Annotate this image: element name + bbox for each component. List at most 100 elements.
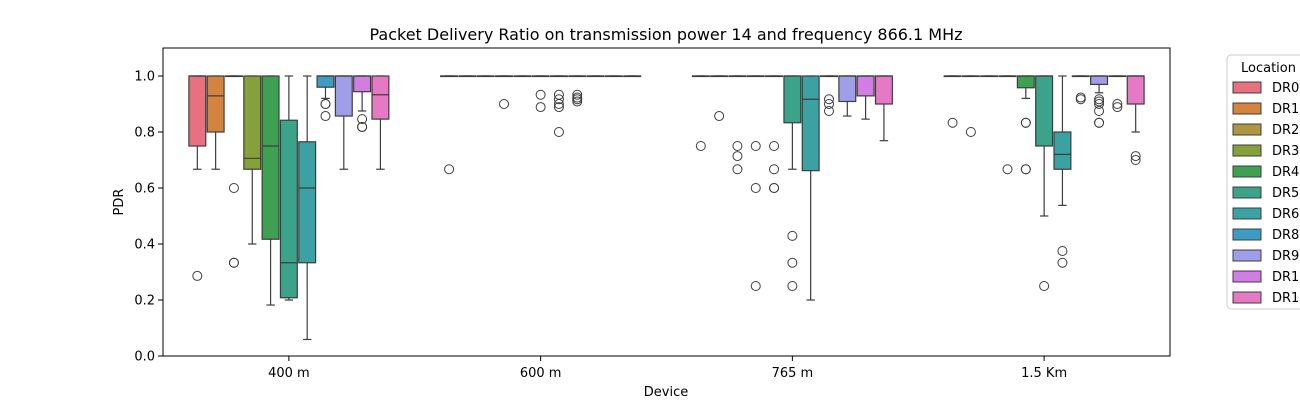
box-dr9-3 (1090, 75, 1109, 128)
outlier-point (695, 141, 706, 151)
box-dr4-1 (513, 75, 532, 78)
box-dr1-3 (1126, 75, 1145, 165)
y-tick-label: 0.0 (134, 350, 155, 365)
outlier-point (769, 141, 780, 151)
box-dr5-3 (1035, 75, 1054, 291)
box-dr9-2 (838, 75, 857, 117)
outlier-point (1020, 117, 1031, 128)
box-dr2-1 (476, 75, 495, 78)
box-body (334, 75, 353, 117)
legend-swatch-2 (1232, 123, 1262, 136)
outlier-point (535, 102, 546, 113)
box-dr1-3 (1108, 75, 1127, 113)
box-body (1035, 75, 1054, 147)
outlier-point (769, 183, 780, 193)
outlier-point (553, 94, 564, 105)
chart-title: Packet Delivery Ratio on transmission po… (369, 25, 962, 44)
outlier-point (228, 183, 239, 193)
legend-label-1: DR1 (1272, 102, 1299, 117)
box-dr8-1 (568, 75, 587, 107)
legend-swatch-10 (1232, 291, 1262, 304)
outlier-point (750, 281, 761, 291)
outlier-point (1112, 102, 1123, 113)
box-body (316, 75, 335, 88)
legend-label-0: DR0 (1272, 81, 1299, 96)
legend-swatch-6 (1232, 207, 1262, 220)
box-body (206, 75, 225, 133)
x-axis-label: Device (644, 385, 688, 400)
box-body (353, 75, 372, 93)
box-dr4-3 (1016, 75, 1035, 175)
legend-swatch-1 (1232, 102, 1262, 115)
outlier-point (750, 141, 761, 151)
outlier-point (732, 141, 743, 151)
outlier-point (1094, 99, 1105, 109)
box-body (279, 119, 298, 299)
x-tick-label: 400 m (268, 366, 310, 381)
box-dr6-1 (549, 75, 568, 137)
y-tick-label: 0.6 (134, 182, 155, 197)
box-body (371, 75, 390, 120)
outlier-point (787, 230, 798, 241)
outlier-point (732, 151, 743, 162)
outlier-point (787, 257, 798, 268)
box-body (874, 75, 893, 105)
legend-label-7: DR8 (1272, 228, 1299, 243)
legend-frame (1226, 54, 1300, 310)
box-body (188, 75, 207, 147)
box-dr0-2 (691, 75, 710, 151)
legend-label-10: DR1 (1272, 291, 1299, 306)
outlier-point (769, 164, 780, 175)
y-tick-label: 1.0 (134, 70, 155, 85)
box-dr1-1 (604, 75, 623, 78)
outlier-point (320, 99, 331, 109)
outlier-point (1057, 257, 1068, 268)
legend-label-2: DR2 (1272, 123, 1299, 138)
box-dr1-0 (353, 75, 372, 132)
legend-swatch-8 (1232, 249, 1262, 262)
outlier-point (1130, 151, 1141, 162)
outlier-point (1094, 96, 1105, 107)
y-axis-label: PDR (112, 189, 127, 216)
legend-swatch-9 (1232, 270, 1262, 283)
outlier-point (787, 281, 798, 291)
outlier-point (553, 127, 564, 137)
outlier-point (823, 94, 834, 105)
box-dr5-2 (783, 75, 802, 291)
box-dr4-0 (261, 75, 280, 306)
legend-swatch-0 (1232, 81, 1262, 94)
y-tick-label: 0.4 (134, 238, 155, 253)
box-dr1-2 (856, 75, 875, 120)
outlier-point (1112, 99, 1123, 109)
box-dr3-3 (998, 75, 1017, 175)
outlier-point (1094, 117, 1105, 128)
outlier-point (553, 99, 564, 109)
legend-label-5: DR5 (1272, 186, 1299, 201)
outlier-point (192, 270, 203, 281)
box-dr2-0 (224, 75, 243, 268)
box-dr9-0 (334, 75, 353, 170)
box-dr2-2 (728, 75, 747, 175)
plot-area (188, 75, 1145, 341)
box-body (1016, 75, 1035, 89)
legend-swatch-3 (1232, 144, 1262, 157)
box-body (801, 75, 820, 172)
outlier-point (357, 121, 368, 132)
box-body (298, 141, 317, 264)
x-tick-label: 1.5 Km (1021, 366, 1067, 381)
box-dr8-2 (819, 75, 839, 116)
outlier-point (228, 257, 239, 268)
plot-frame (162, 47, 1171, 357)
box-dr6-2 (801, 75, 820, 301)
outlier-point (1075, 94, 1086, 105)
box-dr3-2 (746, 75, 765, 291)
box-dr3-1 (494, 75, 514, 109)
outlier-point (714, 111, 725, 122)
box-dr1-2 (874, 75, 893, 142)
y-tick-label: 0.8 (134, 126, 155, 141)
outlier-point (553, 102, 564, 113)
box-dr1-0 (371, 75, 390, 170)
box-body (838, 75, 857, 103)
box-dr1-1 (458, 75, 477, 78)
